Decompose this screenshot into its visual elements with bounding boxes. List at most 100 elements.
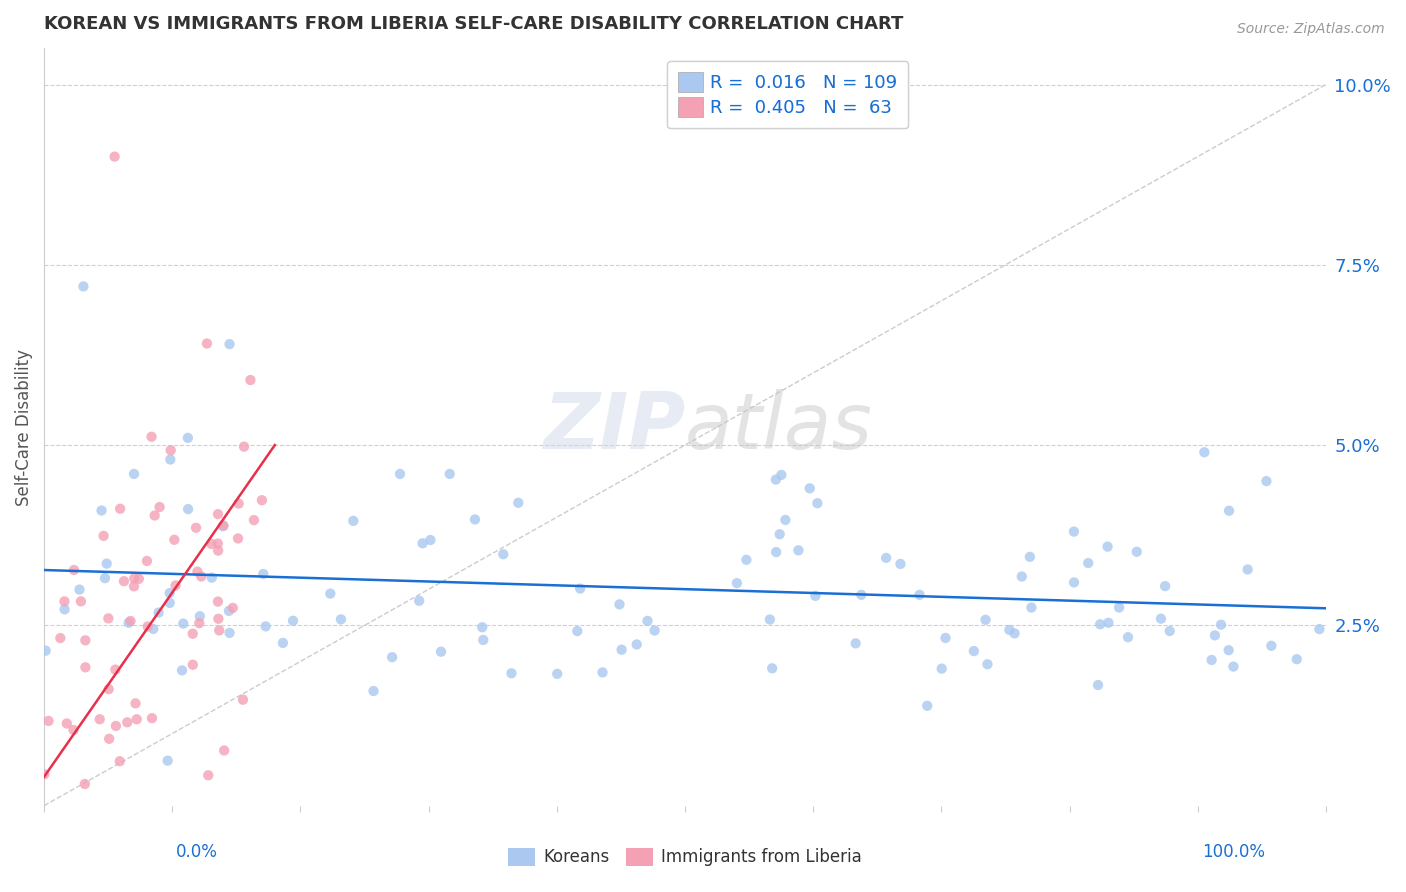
Point (218, 625, 240, 640)
Point (207, 594, 229, 608)
Point (97, 611, 120, 625)
Point (1063, 524, 1085, 539)
Point (143, 508, 166, 523)
Point (908, 588, 931, 602)
Point (1204, 628, 1226, 642)
Text: KOREAN VS IMMIGRANTS FROM LIBERIA SELF-CARE DISABILITY CORRELATION CHART: KOREAN VS IMMIGRANTS FROM LIBERIA SELF-C… (44, 15, 904, 33)
Point (181, 657, 204, 672)
Point (184, 521, 207, 535)
Point (218, 604, 240, 618)
Point (188, 609, 211, 624)
Point (546, 666, 568, 681)
Point (1097, 540, 1119, 554)
Point (389, 467, 412, 481)
Point (363, 684, 385, 698)
Point (239, 373, 262, 387)
Point (195, 336, 218, 351)
Point (472, 632, 495, 647)
Point (222, 600, 245, 615)
Point (1004, 626, 1026, 640)
Point (233, 440, 256, 454)
Point (136, 619, 159, 633)
Point (226, 532, 249, 546)
Point (1260, 639, 1282, 653)
Point (569, 582, 592, 596)
Point (149, 500, 172, 514)
Point (769, 527, 792, 541)
Point (804, 589, 827, 603)
Point (408, 594, 430, 608)
Point (63, 563, 86, 577)
Point (89, 712, 111, 726)
Point (626, 637, 648, 651)
Point (976, 657, 998, 672)
Point (104, 719, 127, 733)
Point (1021, 600, 1043, 615)
Point (94, 571, 117, 585)
Point (207, 507, 229, 521)
Point (806, 496, 828, 510)
Point (1116, 630, 1139, 644)
Point (501, 666, 523, 681)
Point (1159, 624, 1181, 638)
Point (72, 279, 94, 293)
Point (319, 586, 342, 600)
Point (1088, 617, 1111, 632)
Point (148, 606, 170, 620)
Point (212, 518, 235, 533)
Point (97, 682, 120, 697)
Point (177, 431, 200, 445)
Point (35, 643, 58, 657)
Point (112, 574, 135, 589)
Point (271, 636, 294, 650)
Point (115, 715, 138, 730)
Point (725, 576, 748, 591)
Point (610, 642, 633, 657)
Point (34, 767, 56, 781)
Point (1011, 569, 1033, 583)
Point (186, 565, 208, 579)
Point (159, 443, 181, 458)
Point (889, 557, 911, 571)
Point (197, 768, 219, 782)
Point (1256, 474, 1278, 488)
Point (787, 543, 810, 558)
Point (159, 596, 181, 610)
Point (799, 481, 821, 495)
Point (765, 545, 787, 559)
Point (181, 626, 204, 640)
Point (1087, 678, 1109, 692)
Point (163, 533, 186, 547)
Point (56, 716, 79, 731)
Point (609, 598, 631, 612)
Point (439, 467, 461, 481)
Point (1150, 612, 1173, 626)
Point (1222, 659, 1244, 673)
Point (228, 497, 250, 511)
Point (1108, 600, 1130, 615)
Point (931, 662, 953, 676)
Point (1236, 562, 1258, 576)
Point (759, 613, 782, 627)
Text: ZIP: ZIP (543, 389, 685, 465)
Text: atlas: atlas (685, 389, 873, 465)
Point (471, 620, 494, 634)
Point (53, 594, 76, 608)
Point (761, 661, 783, 675)
Point (108, 501, 131, 516)
Point (104, 663, 127, 677)
Text: 100.0%: 100.0% (1202, 843, 1265, 861)
Point (73, 777, 96, 791)
Point (69, 582, 91, 597)
Point (201, 571, 224, 585)
Point (170, 664, 193, 678)
Point (1063, 575, 1085, 590)
Point (93, 529, 115, 543)
Legend: R =  0.016   N = 109, R =  0.405   N =  63: R = 0.016 N = 109, R = 0.405 N = 63 (666, 62, 908, 128)
Point (218, 337, 240, 351)
Point (122, 467, 145, 481)
Point (845, 636, 868, 650)
Point (207, 543, 229, 558)
Point (53, 602, 76, 616)
Point (172, 616, 194, 631)
